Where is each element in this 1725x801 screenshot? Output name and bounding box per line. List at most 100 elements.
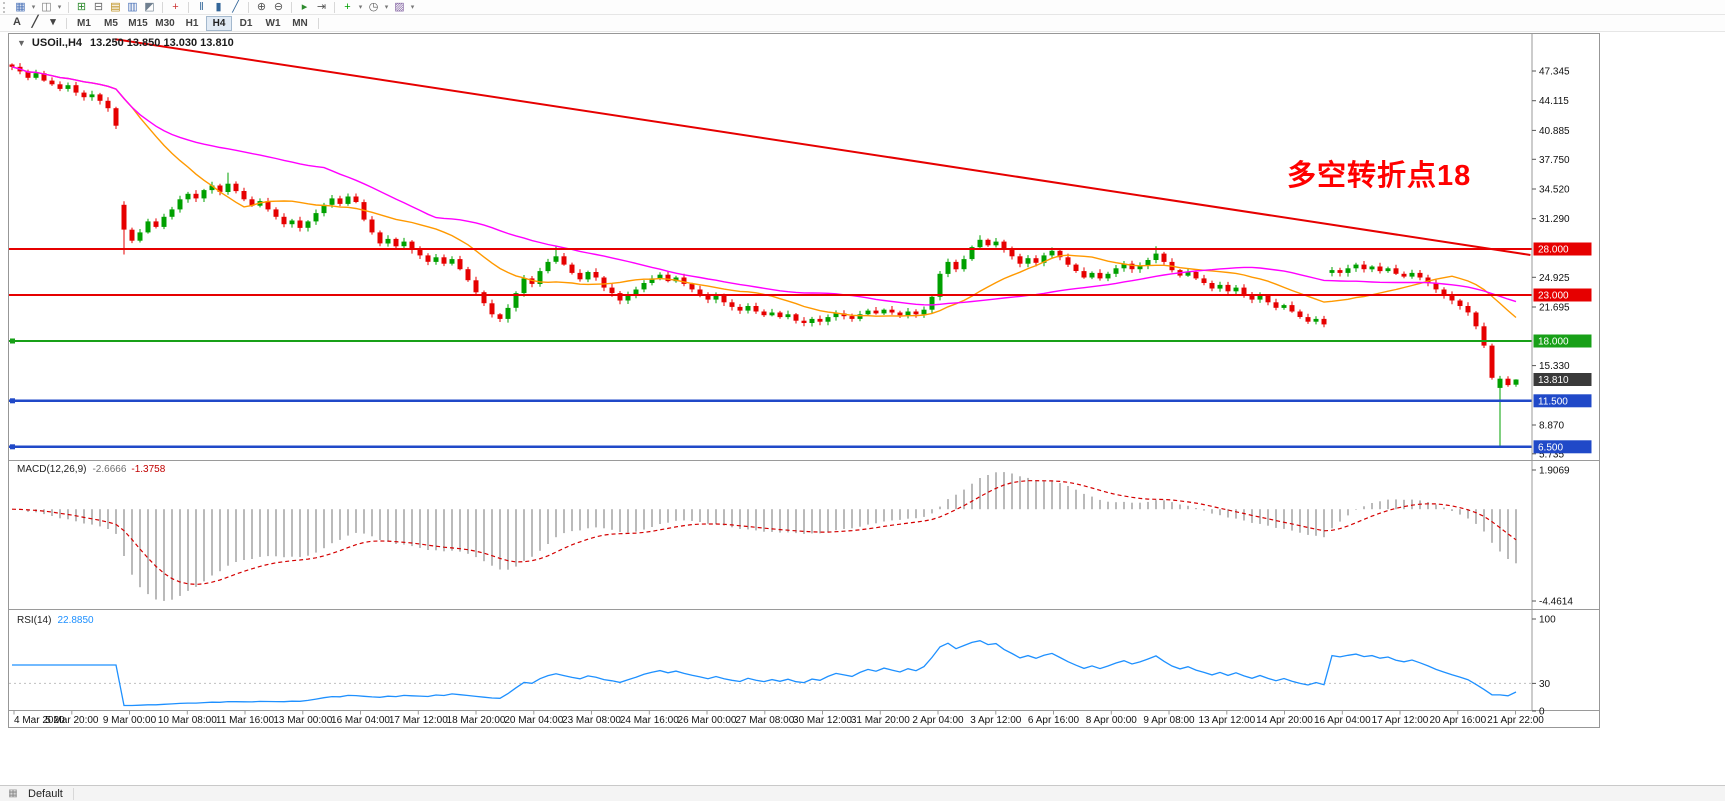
templates-caret[interactable]: ▾ [410, 4, 415, 11]
svg-text:10 Mar 08:00: 10 Mar 08:00 [158, 715, 217, 726]
toolbar-standard: ▦ ▾ ◫ ▾ ⊞ ⊟ ▤ ▥ ◩ + ‖ ▮ ╱ ⊕ ⊖ ▸ ⇥ + ▾ ◷ ▾ ▨ ▾ [0, 0, 1725, 15]
svg-text:8 Apr 00:00: 8 Apr 00:00 [1086, 715, 1138, 726]
svg-text:11.500: 11.500 [1538, 396, 1568, 407]
strategy-tester-icon[interactable]: ◩ [144, 0, 155, 13]
toolbar-separator [318, 17, 319, 29]
svg-text:40.885: 40.885 [1539, 126, 1570, 137]
new-chart-caret[interactable]: ▾ [31, 4, 36, 11]
data-window-icon[interactable]: ⊟ [93, 0, 104, 13]
svg-text:6 Apr 16:00: 6 Apr 16:00 [1028, 715, 1080, 726]
svg-text:4 Mar 2020: 4 Mar 2020 [14, 715, 65, 726]
svg-text:13 Apr 12:00: 13 Apr 12:00 [1198, 715, 1255, 726]
navigator-icon[interactable]: ▤ [110, 0, 121, 13]
timeframe-m5[interactable]: M5 [104, 17, 118, 29]
indicators-caret[interactable]: ▾ [358, 4, 363, 11]
zoom-in-icon[interactable]: ⊕ [256, 0, 267, 13]
rsi-line [12, 640, 1517, 707]
profiles-caret[interactable]: ▾ [57, 4, 62, 11]
timeframe-m15[interactable]: M15 [128, 17, 148, 29]
one-click-trading-toggle[interactable]: ▼ [17, 38, 26, 48]
svg-text:24.925: 24.925 [1539, 273, 1570, 284]
timeframe-d1[interactable]: D1 [239, 17, 253, 29]
timeframe-h1[interactable]: H1 [185, 17, 199, 29]
svg-text:21.695: 21.695 [1539, 303, 1570, 314]
periods-icon[interactable]: ◷ [368, 0, 379, 13]
symbol-timeframe-label: USOil.,H4 [31, 37, 83, 49]
svg-text:2 Apr 04:00: 2 Apr 04:00 [912, 715, 964, 726]
svg-text:17 Apr 12:00: 17 Apr 12:00 [1372, 715, 1429, 726]
price-axis[interactable]: 47.345 44.115 40.885 37.750 34.520 31.290 24.9… [1532, 67, 1570, 461]
new-chart-icon[interactable]: ▦ [15, 0, 26, 13]
trendline[interactable] [115, 38, 1531, 256]
chart-annotation[interactable]: 多空转折点18 [1287, 160, 1472, 192]
chart-window: 47.345 44.115 40.885 37.750 34.520 31.290 24.9… [8, 33, 1600, 728]
svg-text:21 Apr 22:00: 21 Apr 22:00 [1487, 715, 1544, 726]
auto-scroll-icon[interactable]: ▸ [301, 0, 308, 13]
templates-icon[interactable]: ▨ [394, 0, 405, 13]
svg-text:30: 30 [1539, 679, 1551, 690]
toolbar-separator [66, 17, 67, 29]
svg-text:28.000: 28.000 [1538, 245, 1569, 256]
zoom-out-icon[interactable]: ⊖ [273, 0, 284, 13]
timeframe-m30[interactable]: M30 [155, 17, 175, 29]
svg-text:31 Mar 20:00: 31 Mar 20:00 [851, 715, 910, 726]
status-bar: ▦ Default [0, 785, 1725, 801]
macd-signal-line [11, 480, 1517, 586]
toolbar-separator [162, 1, 163, 13]
toolbar-separator [334, 1, 335, 13]
svg-text:34.520: 34.520 [1539, 185, 1570, 196]
svg-text:8.870: 8.870 [1539, 421, 1564, 432]
ma-slow [11, 66, 1517, 306]
svg-text:16 Apr 04:00: 16 Apr 04:00 [1314, 715, 1371, 726]
profiles-icon[interactable]: ◫ [41, 0, 52, 13]
rsi-header: RSI(14) 22.8850 [17, 615, 94, 626]
chart-canvas[interactable]: 47.345 44.115 40.885 37.750 34.520 31.290 24.9… [9, 34, 1599, 727]
svg-text:47.345: 47.345 [1539, 67, 1570, 78]
price-badge-11.500: 11.500 [1533, 394, 1592, 408]
ohlc-values: 13.250 13.850 13.030 13.810 [90, 37, 234, 49]
text-label-tool[interactable]: A [13, 16, 21, 28]
price-badge-18.000: 18.000 [1533, 334, 1592, 348]
market-watch-icon[interactable]: ⊞ [76, 0, 87, 13]
terminal-icon[interactable]: ▥ [127, 0, 138, 13]
svg-text:13.810: 13.810 [1538, 375, 1569, 386]
indicators-add-icon[interactable]: + [344, 0, 351, 13]
svg-text:31.290: 31.290 [1539, 214, 1570, 225]
candlestick-chart-icon[interactable]: ▮ [215, 0, 222, 13]
trendline-tool[interactable]: ╱ [31, 16, 39, 28]
hline-handle-6.500[interactable] [10, 444, 15, 450]
periods-caret[interactable]: ▾ [384, 4, 389, 11]
toolbar-timeframes: A ╱ ▾ M1 M5 M15 M30 H1 H4 D1 W1 MN [0, 15, 1725, 32]
svg-text:5 Mar 20:00: 5 Mar 20:00 [45, 715, 99, 726]
svg-text:9 Apr 08:00: 9 Apr 08:00 [1143, 715, 1195, 726]
svg-text:24 Mar 16:00: 24 Mar 16:00 [620, 715, 679, 726]
svg-text:23.000: 23.000 [1538, 291, 1569, 302]
hline-handle-11.500[interactable] [10, 398, 15, 404]
svg-text:-4.4614: -4.4614 [1539, 597, 1573, 608]
new-order-icon[interactable]: + [172, 0, 179, 13]
svg-text:1.9069: 1.9069 [1539, 466, 1570, 477]
svg-text:13 Mar 00:00: 13 Mar 00:00 [273, 715, 332, 726]
toolbar-grip[interactable] [3, 1, 8, 13]
macd-header: MACD(12,26,9) -2.6666 -1.3758 [17, 464, 165, 475]
timeframe-m1[interactable]: M1 [77, 17, 91, 29]
objects-dropdown[interactable]: ▾ [50, 16, 56, 28]
timeframe-w1[interactable]: W1 [265, 17, 281, 29]
price-badge-6.500: 6.500 [1533, 440, 1592, 454]
bar-chart-icon[interactable]: ‖ [199, 0, 204, 13]
macd-histogram [19, 472, 1517, 601]
toolbar-separator [68, 1, 69, 13]
svg-text:9 Mar 00:00: 9 Mar 00:00 [103, 715, 157, 726]
svg-text:37.750: 37.750 [1539, 155, 1570, 166]
svg-text:18.000: 18.000 [1538, 337, 1569, 348]
hline-handle-18.000[interactable] [10, 338, 15, 344]
chart-shift-icon[interactable]: ⇥ [316, 0, 327, 13]
timeframe-mn[interactable]: MN [292, 17, 308, 29]
status-profile[interactable]: Default [26, 787, 74, 800]
svg-text:3 Apr 12:00: 3 Apr 12:00 [970, 715, 1022, 726]
line-chart-icon[interactable]: ╱ [232, 0, 239, 13]
timeframe-h4[interactable]: H4 [206, 15, 232, 31]
status-chart-icon: ▦ [8, 788, 18, 799]
